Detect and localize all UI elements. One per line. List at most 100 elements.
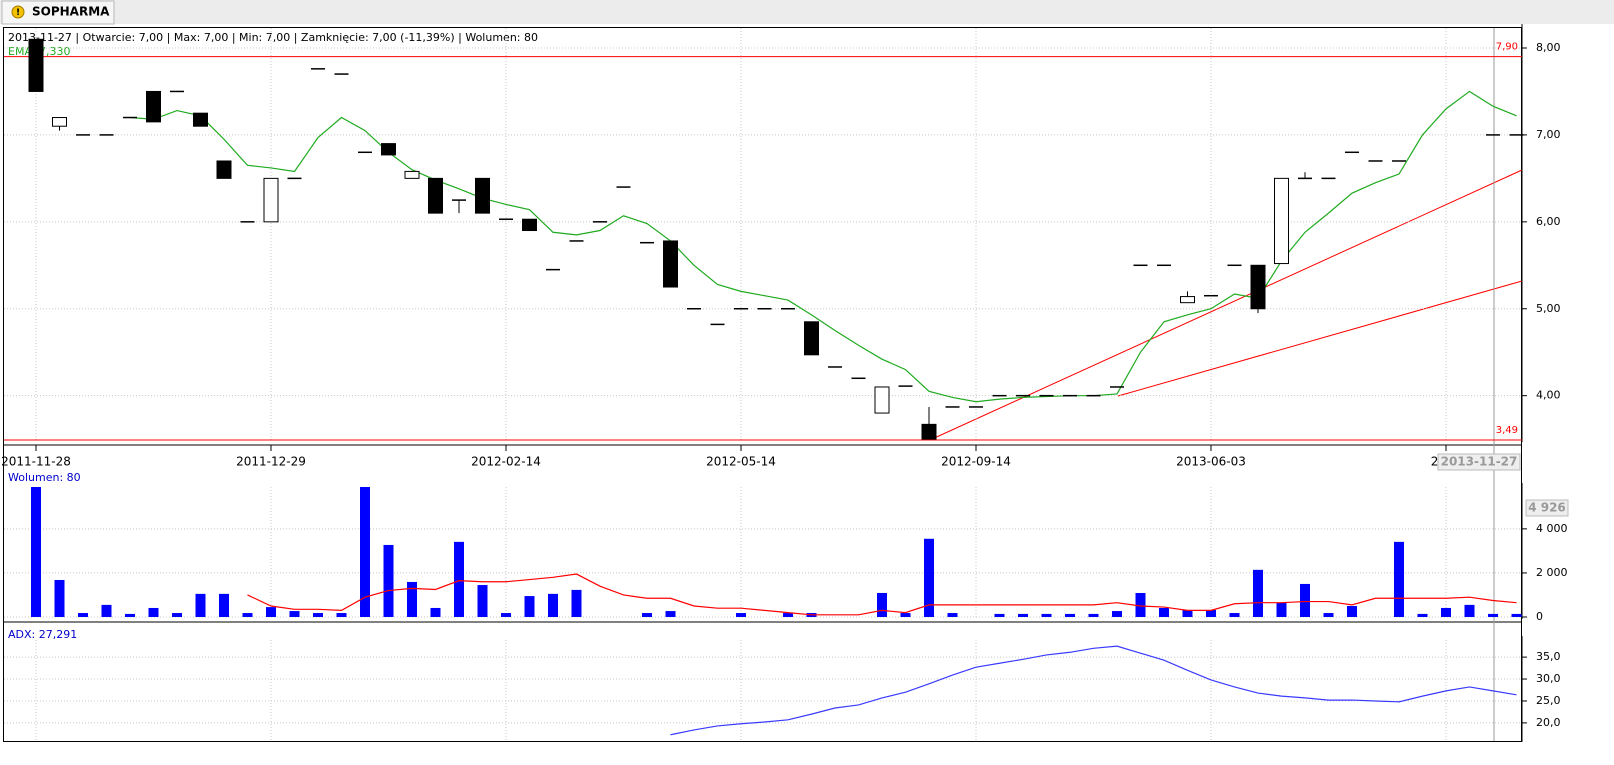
volume-bar (571, 589, 582, 617)
crosshair-label: 4 926 (1528, 501, 1566, 515)
candle-body (1180, 296, 1195, 304)
candle-body (146, 90, 161, 123)
candle-body (216, 160, 232, 179)
tab-title[interactable]: SOPHARMA (32, 5, 110, 19)
volume-bar (1300, 583, 1310, 617)
y-tick-label: 5,00 (1536, 302, 1561, 315)
trend-line (929, 169, 1523, 441)
ema-line (129, 90, 1517, 403)
volume-bar (78, 613, 88, 617)
adx-line (670, 645, 1517, 736)
volume-bar (1276, 602, 1287, 617)
x-tick-label: 2012-09-14 (941, 455, 1011, 469)
volume-bar (1135, 592, 1146, 617)
y-tick-label: 20,0 (1536, 716, 1561, 729)
volume-bar (1041, 613, 1052, 617)
candle-body (663, 240, 678, 288)
crosshair-label: 2013-11-27 (1441, 455, 1518, 469)
volume-bar (924, 538, 934, 617)
y-tick-label: 30,0 (1536, 672, 1561, 685)
volume-bar (195, 593, 206, 617)
candle-body (428, 177, 443, 214)
volume-bar (266, 607, 276, 617)
volume-bar (54, 579, 65, 617)
y-tick-label: 35,0 (1536, 650, 1561, 663)
volume-bar (242, 613, 253, 617)
candle-body (522, 218, 537, 232)
volume-bar (1253, 569, 1263, 617)
candle-body (921, 423, 937, 440)
volume-bar (1511, 613, 1522, 617)
volume-bar (148, 607, 159, 617)
volume-bar (101, 604, 112, 617)
tab-icon-mark: ! (16, 8, 20, 18)
y-tick-label: 8,00 (1536, 41, 1561, 54)
candle-body (404, 170, 420, 179)
volume-bar (1206, 609, 1216, 617)
x-tick-label: 2011-12-29 (236, 455, 306, 469)
tab[interactable] (1, 0, 115, 25)
candle-body (475, 177, 490, 214)
volume-bar (900, 613, 911, 617)
volume-bar (407, 581, 417, 617)
volume-bar (1323, 613, 1334, 617)
volume-bar (1018, 613, 1028, 617)
volume-bar (360, 487, 370, 617)
candle-body (804, 321, 819, 356)
volume-bar (1182, 609, 1193, 617)
volume-bar (524, 596, 535, 617)
volume-bar (477, 585, 488, 617)
candle-body (1274, 177, 1289, 265)
volume-bar (31, 487, 41, 617)
trend-line (1117, 280, 1523, 397)
x-tick-label: 2013-06-03 (1176, 455, 1246, 469)
ohlc-info: 2013-11-27 | Otwarcie: 7,00 | Max: 7,00 … (8, 31, 538, 44)
candle-body (28, 38, 44, 92)
y-tick-label: 0 (1536, 610, 1543, 623)
volume-bar (1159, 607, 1169, 617)
volume-bar (454, 541, 464, 617)
volume-bar (383, 544, 394, 617)
volume-bar (289, 611, 300, 617)
y-tick-label: 2 000 (1536, 566, 1568, 579)
volume-bar (783, 613, 793, 617)
chart-frame (3, 27, 1522, 742)
limit-label: 7,90 (1496, 42, 1518, 53)
volume-bar (430, 607, 441, 617)
candle-body (874, 386, 890, 414)
volume-bar (994, 613, 1005, 617)
y-tick-label: 4,00 (1536, 389, 1561, 402)
volume-bar (501, 613, 511, 617)
crosshair-box (1437, 453, 1521, 471)
volume-bar (665, 611, 676, 617)
volume-bar (313, 613, 323, 617)
candle-body (52, 117, 67, 127)
volume-bar (1347, 605, 1357, 617)
x-tick-label: 2012-05-14 (706, 455, 776, 469)
y-tick-label: 4 000 (1536, 522, 1568, 535)
volume-bar (736, 613, 746, 617)
tab-icon (11, 5, 25, 19)
volume-bar (336, 613, 347, 617)
volume-bar (1065, 613, 1075, 617)
volume-bar (548, 593, 558, 617)
adx-label: ADX: 27,291 (8, 628, 77, 641)
volume-bar (172, 613, 182, 617)
y-tick-label: 25,0 (1536, 694, 1561, 707)
crosshair-box (1525, 499, 1569, 517)
volume-bar (219, 593, 229, 617)
volume-label: Wolumen: 80 (8, 471, 81, 484)
volume-ma-line (247, 573, 1517, 616)
candle-body (381, 143, 396, 156)
candle-body (193, 112, 208, 127)
y-tick-label: 6,00 (1536, 215, 1561, 228)
limit-label: 3,49 (1496, 425, 1518, 436)
volume-bar (1488, 613, 1498, 617)
volume-bar (125, 613, 135, 617)
x-tick-label: 2012-02-14 (471, 455, 541, 469)
volume-bar (1229, 613, 1240, 617)
volume-bar (877, 592, 887, 617)
candle-body (263, 177, 279, 223)
